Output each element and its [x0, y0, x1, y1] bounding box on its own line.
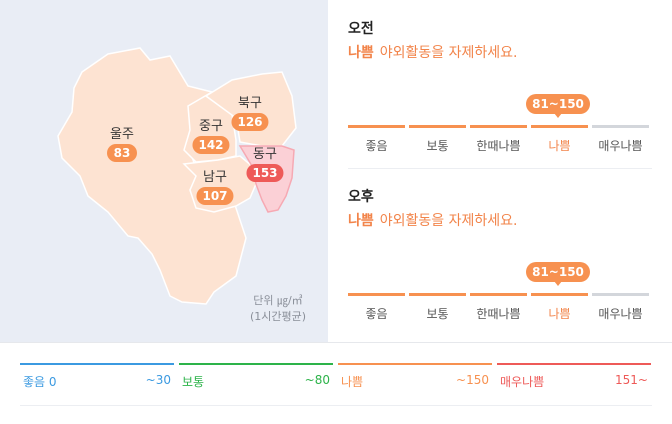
forecast-message: 나쁨 야외활동을 자제하세요. — [348, 42, 652, 62]
level-bar — [531, 293, 588, 296]
district-value-badge: 126 — [231, 113, 269, 131]
legend-divider — [20, 405, 652, 406]
status-text: 나쁨 — [348, 45, 374, 61]
legend-range: ~30 — [145, 373, 171, 387]
level-scale: 81~150 좋음 보통 한때나쁨 나쁨 매우나쁨 — [348, 262, 652, 322]
district-name: 동구 — [253, 147, 277, 162]
legend-name: 좋음 0 — [23, 375, 57, 389]
forecast-pm: 오후 나쁨 야외활동을 자제하세요. 81~150 좋음 보통 한때나쁨 나쁨 매… — [348, 186, 652, 321]
level-label: 나쁨 — [548, 307, 571, 321]
air-quality-map: 울주 83 중구 142 북구 126 동구 153 남구 107 단위 ㎍/㎥… — [0, 0, 328, 342]
level-bar — [531, 125, 588, 128]
level-label: 한때나쁨 — [476, 307, 521, 321]
district-name: 북구 — [238, 96, 262, 111]
level-bar — [348, 125, 405, 128]
district-value-badge: 107 — [196, 187, 234, 205]
range-tooltip: 81~150 — [526, 262, 590, 282]
level-bar — [409, 125, 466, 128]
forecast-am: 오전 나쁨 야외활동을 자제하세요. 81~150 좋음 보통 한때나쁨 나쁨 매… — [348, 18, 652, 153]
unit-period: (1시간평균) — [249, 310, 306, 323]
level-normal: 보통 — [409, 293, 466, 323]
unit-line: 단위 ㎍/㎥ — [253, 294, 303, 307]
level-good: 좋음 — [348, 125, 405, 155]
district-label-jung[interactable]: 중구 142 — [192, 119, 230, 154]
period-title: 오후 — [348, 189, 374, 205]
legend-bad: 나쁨 ~150 — [338, 363, 492, 403]
district-label-ulju[interactable]: 울주 83 — [107, 127, 137, 162]
district-value-badge: 153 — [246, 164, 284, 182]
legend-color-line — [20, 363, 174, 365]
advice-text: 야외활동을 자제하세요. — [379, 45, 518, 61]
legend-range: 151~ — [615, 373, 648, 387]
level-normal: 보통 — [409, 125, 466, 155]
level-temporarily-bad: 한때나쁨 — [470, 293, 527, 323]
advice-text: 야외활동을 자제하세요. — [379, 213, 518, 229]
level-good: 좋음 — [348, 293, 405, 323]
aqi-legend: 좋음 0 ~30 보통 ~80 나쁨 ~150 매우나쁨 151~ — [0, 342, 672, 424]
district-label-buk[interactable]: 북구 126 — [231, 96, 269, 131]
level-label: 매우나쁨 — [598, 139, 643, 153]
district-name: 남구 — [203, 170, 227, 185]
legend-name: 나쁨 — [341, 375, 364, 389]
legend-color-line — [338, 363, 492, 365]
legend-color-line — [497, 363, 651, 365]
district-label-nam[interactable]: 남구 107 — [196, 170, 234, 205]
district-shape-buk[interactable] — [204, 71, 297, 147]
level-very-bad: 매우나쁨 — [592, 125, 649, 155]
district-value-badge: 142 — [192, 136, 230, 154]
level-bad: 나쁨 — [531, 293, 588, 323]
legend-very-bad: 매우나쁨 151~ — [497, 363, 651, 403]
legend-normal: 보통 ~80 — [179, 363, 333, 403]
period-title: 오전 — [348, 21, 374, 37]
level-temporarily-bad: 한때나쁨 — [470, 125, 527, 155]
level-label: 나쁨 — [548, 139, 571, 153]
level-label: 보통 — [426, 139, 449, 153]
district-value-badge: 83 — [107, 144, 137, 162]
status-text: 나쁨 — [348, 213, 374, 229]
level-bar — [592, 125, 649, 128]
level-bar — [348, 293, 405, 296]
district-name: 울주 — [110, 127, 134, 142]
tooltip-arrow — [554, 113, 562, 118]
forecast-panel: 오전 나쁨 야외활동을 자제하세요. 81~150 좋음 보통 한때나쁨 나쁨 매… — [328, 0, 672, 342]
tooltip-arrow — [554, 281, 562, 286]
level-bar — [470, 293, 527, 296]
level-bar — [409, 293, 466, 296]
level-label: 보통 — [426, 307, 449, 321]
range-tooltip: 81~150 — [526, 94, 590, 114]
level-label: 매우나쁨 — [598, 307, 643, 321]
legend-range: ~150 — [456, 373, 489, 387]
level-label: 한때나쁨 — [476, 139, 521, 153]
level-bar — [592, 293, 649, 296]
unit-caption: 단위 ㎍/㎥ (1시간평균) — [250, 293, 306, 325]
level-very-bad: 매우나쁨 — [592, 293, 649, 323]
level-label: 좋음 — [365, 307, 388, 321]
legend-color-line — [179, 363, 333, 365]
forecast-message: 나쁨 야외활동을 자제하세요. — [348, 210, 652, 230]
district-label-dong[interactable]: 동구 153 — [246, 147, 284, 182]
district-name: 중구 — [199, 119, 223, 134]
level-bar — [470, 125, 527, 128]
level-label: 좋음 — [365, 139, 388, 153]
level-scale: 81~150 좋음 보통 한때나쁨 나쁨 매우나쁨 — [348, 94, 652, 154]
legend-name: 매우나쁨 — [500, 375, 545, 389]
legend-good: 좋음 0 ~30 — [20, 363, 174, 403]
period-divider — [348, 168, 652, 169]
legend-name: 보통 — [182, 375, 205, 389]
legend-range: ~80 — [304, 373, 330, 387]
level-bad: 나쁨 — [531, 125, 588, 155]
